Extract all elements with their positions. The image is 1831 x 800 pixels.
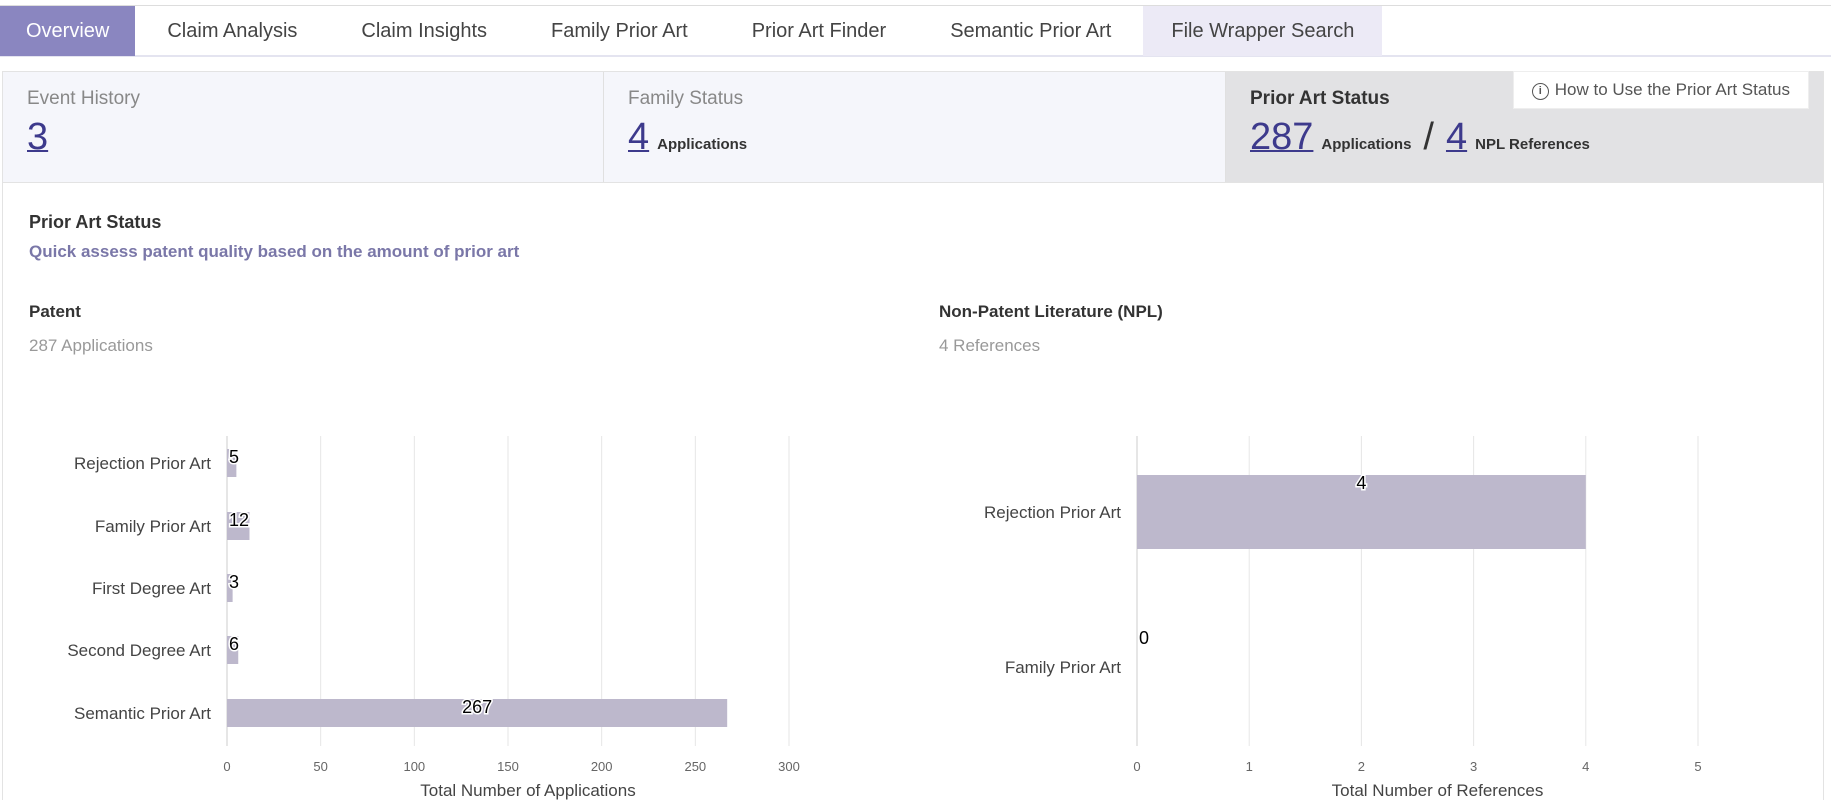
family-status-value[interactable]: 4 — [628, 116, 650, 158]
category-label: Rejection Prior Art — [74, 454, 211, 473]
separator-slash: / — [1423, 116, 1434, 158]
tab-semantic-prior-art[interactable]: Semantic Prior Art — [950, 20, 1112, 42]
bar[interactable] — [227, 574, 233, 602]
prior-art-panel: Prior Art Status Quick assess patent qua… — [2, 182, 1824, 800]
how-to-use-button[interactable]: i How to Use the Prior Art Status — [1512, 71, 1809, 109]
bar[interactable] — [227, 636, 239, 664]
npl-section-title: Non-Patent Literature (NPL) — [939, 302, 1163, 321]
how-to-use-label: How to Use the Prior Art Status — [1554, 80, 1790, 99]
bar[interactable] — [1137, 475, 1586, 549]
x-tick-label: 4 — [1582, 759, 1589, 774]
data-label: 0 — [1139, 628, 1149, 648]
category-label: Family Prior Art — [1005, 658, 1121, 677]
x-tick-label: 0 — [1133, 759, 1140, 774]
panel-title: Prior Art Status — [29, 212, 162, 232]
data-label: 6 — [229, 634, 239, 654]
prior-art-status-card[interactable]: Prior Art Status 287 Applications / 4 NPL Re… — [1226, 71, 1823, 182]
x-tick-label: 1 — [1246, 759, 1253, 774]
family-status-card[interactable]: Family Status 4 Applications — [604, 72, 1226, 182]
tab-claim-analysis[interactable]: Claim Analysis — [167, 20, 298, 42]
event-history-card[interactable]: Event History 3 — [3, 72, 604, 182]
x-tick-label: 0 — [223, 759, 230, 774]
patent-section-title: Patent — [29, 302, 81, 321]
bar[interactable] — [227, 449, 237, 477]
panel-subtitle: Quick assess patent quality based on the… — [29, 242, 520, 261]
npl-section-subtitle: 4 References — [939, 336, 1041, 355]
prior-art-npl-unit: NPL References — [1475, 136, 1590, 153]
x-tick-label: 5 — [1694, 759, 1701, 774]
data-label: 3 — [229, 572, 239, 592]
x-tick-label: 3 — [1470, 759, 1477, 774]
data-label: 12 — [229, 510, 249, 530]
stats-bar: Event History 3 Family Status 4 Applicati… — [2, 71, 1824, 183]
tab-family-prior-art[interactable]: Family Prior Art — [551, 20, 688, 42]
category-label: Family Prior Art — [95, 517, 211, 536]
x-tick-label: 200 — [591, 759, 613, 774]
x-tick-label: 300 — [778, 759, 800, 774]
tab-prior-art-finder[interactable]: Prior Art Finder — [751, 20, 887, 42]
x-tick-label: 50 — [313, 759, 327, 774]
info-circle-icon: i — [1531, 83, 1549, 100]
x-axis-title: Total Number of Applications — [420, 781, 635, 800]
category-label: Rejection Prior Art — [984, 503, 1121, 522]
prior-art-apps-value[interactable]: 287 — [1250, 116, 1314, 158]
category-label: Semantic Prior Art — [74, 704, 211, 723]
tab-claim-insights[interactable]: Claim Insights — [361, 20, 488, 42]
tab-bar: Overview Claim Analysis Claim Insights Fami… — [0, 5, 1831, 57]
tab-file-wrapper-search[interactable]: File Wrapper Search — [1143, 6, 1383, 56]
x-tick-label: 150 — [497, 759, 519, 774]
family-status-label: Family Status — [628, 88, 744, 109]
data-label: 267 — [462, 697, 492, 717]
data-label: 5 — [229, 447, 239, 467]
category-label: Second Degree Art — [67, 641, 211, 660]
bar[interactable] — [227, 512, 250, 540]
data-label: 4 — [1356, 473, 1366, 493]
x-axis-title: Total Number of References — [1332, 781, 1544, 800]
tab-overview[interactable]: Overview — [0, 6, 136, 56]
family-status-unit: Applications — [657, 136, 748, 153]
prior-art-apps-unit: Applications — [1321, 136, 1412, 153]
x-tick-label: 100 — [403, 759, 425, 774]
x-tick-label: 2 — [1358, 759, 1365, 774]
x-tick-label: 250 — [684, 759, 706, 774]
prior-art-status-label: Prior Art Status — [1250, 88, 1390, 109]
patent-section-subtitle: 287 Applications — [29, 336, 153, 355]
event-history-value[interactable]: 3 — [27, 116, 49, 158]
category-label: First Degree Art — [92, 579, 211, 598]
prior-art-npl-value[interactable]: 4 — [1445, 116, 1468, 158]
event-history-label: Event History — [27, 88, 140, 109]
bar[interactable] — [227, 699, 728, 727]
